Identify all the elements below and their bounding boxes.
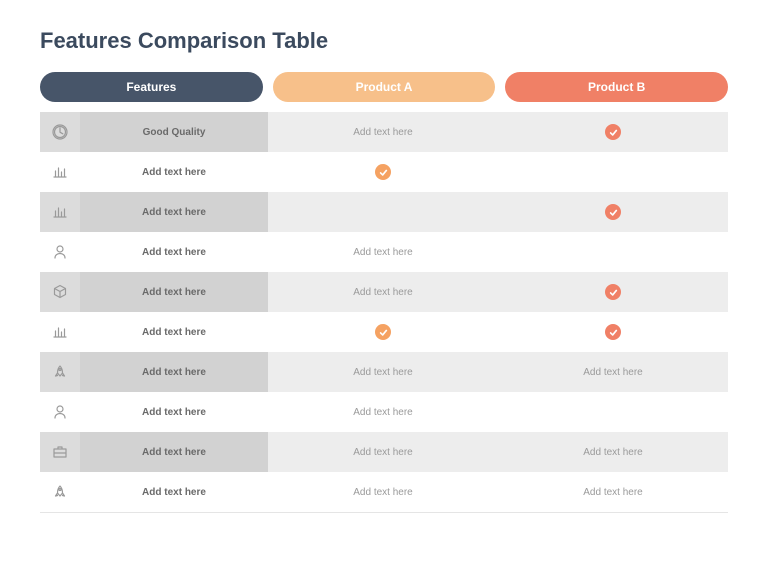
product-b-cell: Add text here [498, 472, 728, 512]
chart-icon [40, 152, 80, 192]
product-a-cell: Add text here [268, 352, 498, 392]
product-b-cell: Add text here [498, 432, 728, 472]
chart-icon [40, 312, 80, 352]
check-icon [605, 204, 621, 220]
check-icon [375, 164, 391, 180]
product-a-cell [268, 152, 498, 192]
product-a-cell: Add text here [268, 272, 498, 312]
feature-label: Add text here [80, 392, 268, 432]
cell-text: Add text here [583, 367, 642, 378]
briefcase-icon [40, 432, 80, 472]
table-row: Add text here [40, 312, 728, 352]
clock-icon [40, 112, 80, 152]
product-b-cell: Add text here [498, 352, 728, 392]
product-b-cell [498, 112, 728, 152]
feature-label: Add text here [80, 352, 268, 392]
product-b-cell [498, 232, 728, 272]
product-a-cell [268, 312, 498, 352]
table-row: Add text here Add text here [40, 392, 728, 432]
table-header: Features Product A Product B [40, 72, 728, 102]
table-row: Good Quality Add text here [40, 112, 728, 152]
check-icon [605, 324, 621, 340]
header-product-b: Product B [505, 72, 728, 102]
person-icon [40, 392, 80, 432]
chart-icon [40, 192, 80, 232]
product-b-cell [498, 272, 728, 312]
feature-label: Add text here [80, 312, 268, 352]
product-a-cell: Add text here [268, 112, 498, 152]
product-a-cell: Add text here [268, 232, 498, 272]
table-row: Add text here Add text here Add text here [40, 352, 728, 392]
table-row: Add text here Add text here [40, 232, 728, 272]
table-row: Add text here Add text here Add text here [40, 432, 728, 472]
product-b-cell [498, 152, 728, 192]
cell-text: Add text here [353, 127, 412, 138]
feature-label: Add text here [80, 152, 268, 192]
cell-text: Add text here [583, 487, 642, 498]
feature-label: Add text here [80, 432, 268, 472]
cell-text: Add text here [353, 407, 412, 418]
table-row: Add text here [40, 152, 728, 192]
check-icon [375, 324, 391, 340]
cell-text: Add text here [353, 487, 412, 498]
product-a-cell: Add text here [268, 432, 498, 472]
rocket-icon [40, 352, 80, 392]
rocket-icon [40, 472, 80, 512]
header-product-a: Product A [273, 72, 496, 102]
feature-label: Add text here [80, 472, 268, 512]
check-icon [605, 124, 621, 140]
person-icon [40, 232, 80, 272]
product-a-cell: Add text here [268, 472, 498, 512]
product-a-cell: Add text here [268, 392, 498, 432]
cell-text: Add text here [353, 447, 412, 458]
feature-label: Add text here [80, 232, 268, 272]
cell-text: Add text here [583, 447, 642, 458]
cell-text: Add text here [353, 247, 412, 258]
header-features: Features [40, 72, 263, 102]
product-b-cell [498, 392, 728, 432]
page-title: Features Comparison Table [40, 28, 728, 54]
feature-label: Add text here [80, 272, 268, 312]
feature-label: Good Quality [80, 112, 268, 152]
product-b-cell [498, 192, 728, 232]
table-row: Add text here Add text here [40, 272, 728, 312]
cell-text: Add text here [353, 367, 412, 378]
check-icon [605, 284, 621, 300]
cube-icon [40, 272, 80, 312]
table-row: Add text here Add text here Add text here [40, 472, 728, 512]
cell-text: Add text here [353, 287, 412, 298]
product-a-cell [268, 192, 498, 232]
comparison-table: Good QualityAdd text hereAdd text hereAd… [40, 112, 728, 513]
feature-label: Add text here [80, 192, 268, 232]
table-row: Add text here [40, 192, 728, 232]
product-b-cell [498, 312, 728, 352]
